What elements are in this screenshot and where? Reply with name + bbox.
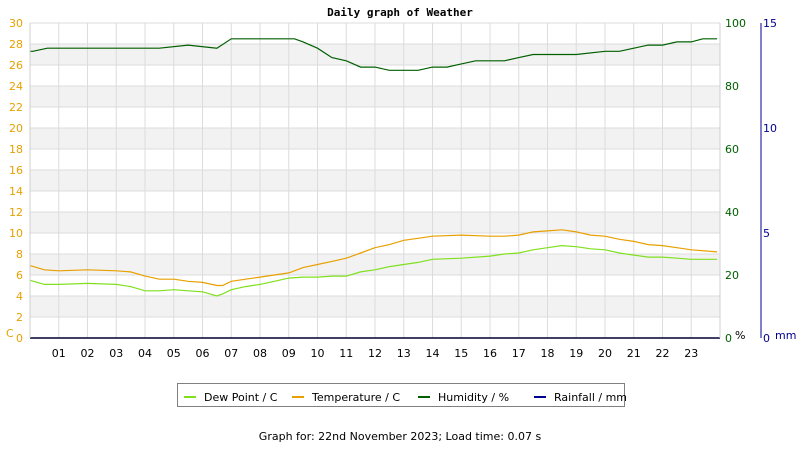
left-tick-label: 4 <box>16 290 23 303</box>
legend: Dew Point / C Temperature / C Humidity / %… <box>177 383 627 407</box>
left-tick-label: 20 <box>9 122 23 135</box>
x-axis-ticks: 01 02 03 04 05 06 07 08 09 10 11 12 13 14 15 16 17 18 19 20… <box>52 347 699 360</box>
humidity-tick-label: 20 <box>725 269 739 282</box>
rainfall-axis-unit: mm <box>775 329 796 342</box>
x-tick-label: 22 <box>656 347 670 360</box>
left-tick-label: 12 <box>9 206 23 219</box>
left-tick-label: 28 <box>9 38 23 51</box>
left-tick-label: 8 <box>16 248 23 261</box>
left-tick-label: 2 <box>16 311 23 324</box>
x-tick-label: 12 <box>368 347 382 360</box>
series-line <box>29 229 718 287</box>
x-tick-label: 10 <box>311 347 325 360</box>
left-tick-label: 6 <box>16 269 23 282</box>
legend-label: Temperature / C <box>311 391 400 404</box>
x-tick-label: 06 <box>196 347 210 360</box>
footer-text: Graph for: 22nd November 2023; Load time… <box>258 430 542 443</box>
humidity-tick-label: 40 <box>725 206 739 219</box>
x-tick-label: 08 <box>253 347 267 360</box>
series-line <box>29 244 718 297</box>
x-tick-label: 14 <box>426 347 440 360</box>
legend-label: Rainfall / mm <box>554 391 626 404</box>
gridlines <box>30 22 720 339</box>
x-tick-label: 20 <box>598 347 612 360</box>
left-axis-unit: C <box>6 327 14 340</box>
series-line <box>30 38 718 71</box>
axes <box>29 23 762 339</box>
legend-entry: Temperature / C <box>292 391 400 404</box>
x-tick-label: 01 <box>52 347 66 360</box>
rainfall-tick-label: 15 <box>763 17 777 30</box>
legend-entry: Humidity / % <box>418 391 509 404</box>
legend-entry: Rainfall / mm <box>534 391 627 404</box>
left-tick-label: 22 <box>9 101 23 114</box>
rainfall-tick-label: 10 <box>763 122 777 135</box>
x-tick-label: 07 <box>224 347 238 360</box>
left-tick-label: 16 <box>9 164 23 177</box>
left-tick-label: 0 <box>16 332 23 345</box>
chart-title: Daily graph of Weather <box>327 6 473 19</box>
left-tick-label: 18 <box>9 143 23 156</box>
left-tick-label: 30 <box>9 17 23 30</box>
legend-label: Dew Point / C <box>204 391 278 404</box>
humidity-axis-unit: % <box>735 329 745 342</box>
left-tick-label: 10 <box>9 227 23 240</box>
x-tick-label: 04 <box>138 347 152 360</box>
x-tick-label: 05 <box>167 347 181 360</box>
x-tick-label: 18 <box>541 347 555 360</box>
x-tick-label: 17 <box>512 347 526 360</box>
humidity-tick-label: 80 <box>725 80 739 93</box>
x-tick-label: 16 <box>483 347 497 360</box>
x-tick-label: 11 <box>339 347 353 360</box>
x-tick-label: 03 <box>109 347 123 360</box>
rainfall-tick-label: 5 <box>763 227 770 240</box>
left-tick-label: 26 <box>9 59 23 72</box>
x-tick-label: 23 <box>684 347 698 360</box>
x-tick-label: 19 <box>569 347 583 360</box>
rainfall-axis-ticks: 0 5 10 15 <box>763 17 777 345</box>
x-tick-label: 13 <box>397 347 411 360</box>
x-tick-label: 09 <box>282 347 296 360</box>
rainfall-tick-label: 0 <box>763 332 770 345</box>
x-tick-label: 15 <box>454 347 468 360</box>
humidity-tick-label: 0 <box>725 332 732 345</box>
left-tick-label: 14 <box>9 185 23 198</box>
x-tick-label: 21 <box>627 347 641 360</box>
x-tick-label: 02 <box>81 347 95 360</box>
humidity-axis-ticks: 0 20 40 60 80 100 <box>725 17 746 345</box>
humidity-tick-label: 60 <box>725 143 739 156</box>
legend-entry: Dew Point / C <box>184 391 278 404</box>
legend-label: Humidity / % <box>438 391 509 404</box>
left-tick-label: 24 <box>9 80 23 93</box>
humidity-tick-label: 100 <box>725 17 746 30</box>
